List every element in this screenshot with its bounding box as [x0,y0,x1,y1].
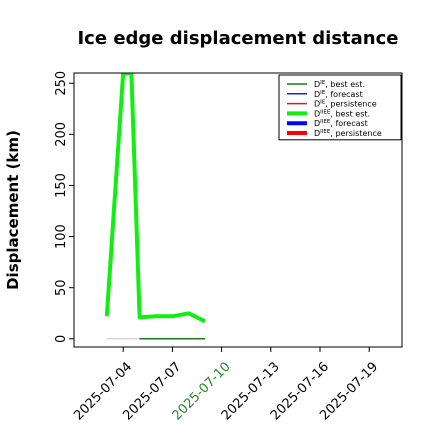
legend-box [278,74,402,141]
legend-entry: DIIEE, persistence [314,129,382,138]
series-line-3 [104,73,207,324]
legend-entry: DIIEE, forecast [314,119,368,128]
legend-entry: DIIEE, best est. [314,109,370,118]
y-tick-label: 200 [54,122,69,147]
legend-entry: DIE, best est. [314,80,365,89]
y-tick-label: 100 [54,224,69,249]
y-tick-label: 50 [54,279,69,296]
plot-area-frame [73,72,403,348]
legend-entry: DIE, forecast [314,90,363,99]
y-axis-label: Displacement (km) [4,130,22,290]
y-tick-label: 250 [54,71,69,96]
y-axis-ticks: 0 50 100 150 200 250 [54,71,74,343]
x-axis-ticks: 2025-07-042025-07-072025-07-102025-07-13… [71,347,381,423]
series-layer [104,73,207,340]
y-tick-label: 0 [54,335,69,343]
y-tick-label: 150 [54,173,69,198]
chart-title: Ice edge displacement distance [77,28,398,49]
legend-entry: DIE, persistence [314,100,377,109]
